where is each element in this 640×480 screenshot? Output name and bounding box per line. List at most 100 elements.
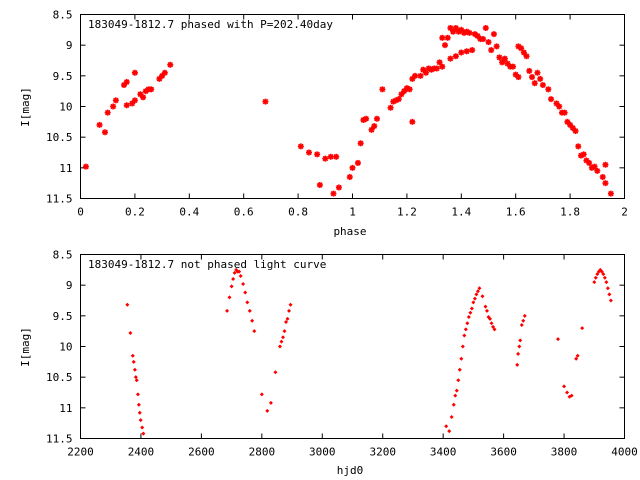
- unphased-data-point: [483, 304, 488, 309]
- phased-data-point: [485, 39, 492, 46]
- unphased-y-axis-label: I[mag]: [19, 327, 32, 367]
- phased-y-tick-label: 11.5: [46, 193, 73, 206]
- phased-data-point: [395, 96, 402, 103]
- unphased-y-tick-label: 11.5: [46, 433, 73, 446]
- phased-x-tick-label: 1.6: [506, 206, 526, 219]
- unphased-data-point: [522, 313, 527, 318]
- unphased-data-point: [273, 370, 278, 375]
- unphased-y-tick-label: 8.5: [53, 249, 73, 262]
- phased-data-point: [441, 42, 448, 49]
- unphased-data-point: [601, 272, 606, 277]
- unphased-data-point: [463, 327, 468, 332]
- unphased-x-tick-label: 3600: [490, 446, 517, 459]
- unphased-y-tick-label: 10: [59, 341, 72, 354]
- phased-data-point: [529, 74, 536, 81]
- unphased-y-tick-label: 10.5: [46, 371, 73, 384]
- phased-data-point: [439, 34, 446, 41]
- unphased-data-point: [451, 402, 456, 407]
- phased-data-points: [82, 24, 614, 197]
- phased-data-point: [409, 118, 416, 125]
- phased-data-point: [602, 180, 609, 187]
- unphased-x-tick-label: 3200: [369, 446, 396, 459]
- phased-x-tick-label: 1.4: [451, 206, 471, 219]
- phased-axis-ticks: 0 0.2 0.4 0.6 0.8 1 1.2 1.4 1.6 1.8 2 8.5 9 9.5 10 10.5…: [46, 9, 628, 219]
- unphased-x-tick-label: 3400: [430, 446, 457, 459]
- phased-data-point: [599, 174, 606, 181]
- unphased-data-point: [460, 344, 465, 349]
- phased-data-point: [373, 115, 380, 122]
- phased-data-point: [488, 47, 495, 54]
- phased-data-point: [436, 59, 443, 66]
- phased-data-point: [480, 36, 487, 43]
- unphased-data-point: [280, 335, 285, 340]
- phased-data-point: [101, 129, 108, 136]
- unphased-data-point: [453, 393, 458, 398]
- unphased-data-point: [565, 390, 570, 395]
- phased-data-point: [466, 29, 473, 36]
- unphased-data-point: [556, 337, 561, 342]
- unphased-data-point: [130, 353, 135, 358]
- unphased-x-tick-label: 2600: [188, 446, 215, 459]
- unphased-data-point: [128, 331, 133, 336]
- phased-data-point: [123, 102, 130, 109]
- phased-data-point: [526, 67, 533, 74]
- unphased-x-axis-label: hjd0: [337, 464, 364, 477]
- phased-data-point: [458, 49, 465, 56]
- phased-x-tick-label: 0.4: [179, 206, 199, 219]
- unphased-data-point: [288, 302, 293, 307]
- phased-data-point: [140, 94, 147, 101]
- unphased-data-point: [466, 315, 471, 320]
- phased-y-tick-label: 11: [59, 162, 72, 175]
- phased-data-point: [548, 96, 555, 103]
- phased-data-point: [539, 82, 546, 89]
- phased-data-point: [572, 128, 579, 135]
- unphased-data-point: [489, 321, 494, 326]
- phased-data-point: [131, 69, 138, 76]
- unphased-data-point: [575, 353, 580, 358]
- phased-plot-title: 183049-1812.7 phased with P=202.40day: [88, 18, 333, 31]
- phased-data-point: [82, 163, 89, 170]
- unphased-data-point: [462, 333, 467, 338]
- unphased-x-tick-label: 3000: [309, 446, 336, 459]
- phased-y-axis-label: I[mag]: [19, 87, 32, 127]
- unphased-x-tick-label: 4000: [611, 446, 638, 459]
- phased-data-point: [387, 104, 394, 111]
- unphased-data-point: [285, 316, 290, 321]
- unphased-data-point: [562, 384, 567, 389]
- phased-data-point: [316, 182, 323, 189]
- phased-data-point: [523, 53, 530, 60]
- unphased-data-point: [484, 308, 489, 313]
- phased-data-point: [501, 55, 508, 62]
- phased-data-point: [586, 159, 593, 166]
- phased-data-point: [314, 151, 321, 158]
- phased-data-point: [594, 167, 601, 174]
- unphased-data-point: [456, 378, 461, 383]
- unphased-data-point: [135, 392, 140, 397]
- phased-y-tick-label: 9: [66, 39, 73, 52]
- phased-data-point: [406, 86, 413, 93]
- phased-data-point: [167, 61, 174, 68]
- unphased-x-tick-label: 3800: [551, 446, 578, 459]
- unphased-data-point: [468, 310, 473, 315]
- phased-data-point: [346, 174, 353, 181]
- unphased-data-point: [457, 367, 462, 372]
- phased-y-tick-label: 10: [59, 101, 72, 114]
- phased-data-point: [335, 184, 342, 191]
- phased-data-point: [515, 74, 522, 81]
- phased-data-point: [607, 190, 614, 197]
- phased-y-tick-label: 9.5: [53, 70, 73, 83]
- phased-data-point: [580, 151, 587, 158]
- unphased-data-point: [469, 306, 474, 311]
- phased-data-point: [96, 121, 103, 128]
- unphased-data-point: [515, 362, 520, 367]
- phased-data-point: [262, 98, 269, 105]
- unphased-data-point: [287, 308, 292, 313]
- unphased-data-point: [227, 295, 232, 300]
- unphased-data-point: [449, 415, 454, 420]
- phased-data-point: [561, 109, 568, 116]
- phased-data-point: [104, 109, 111, 116]
- unphased-data-point: [132, 367, 137, 372]
- unphased-data-point: [136, 402, 141, 407]
- phased-data-point: [422, 69, 429, 76]
